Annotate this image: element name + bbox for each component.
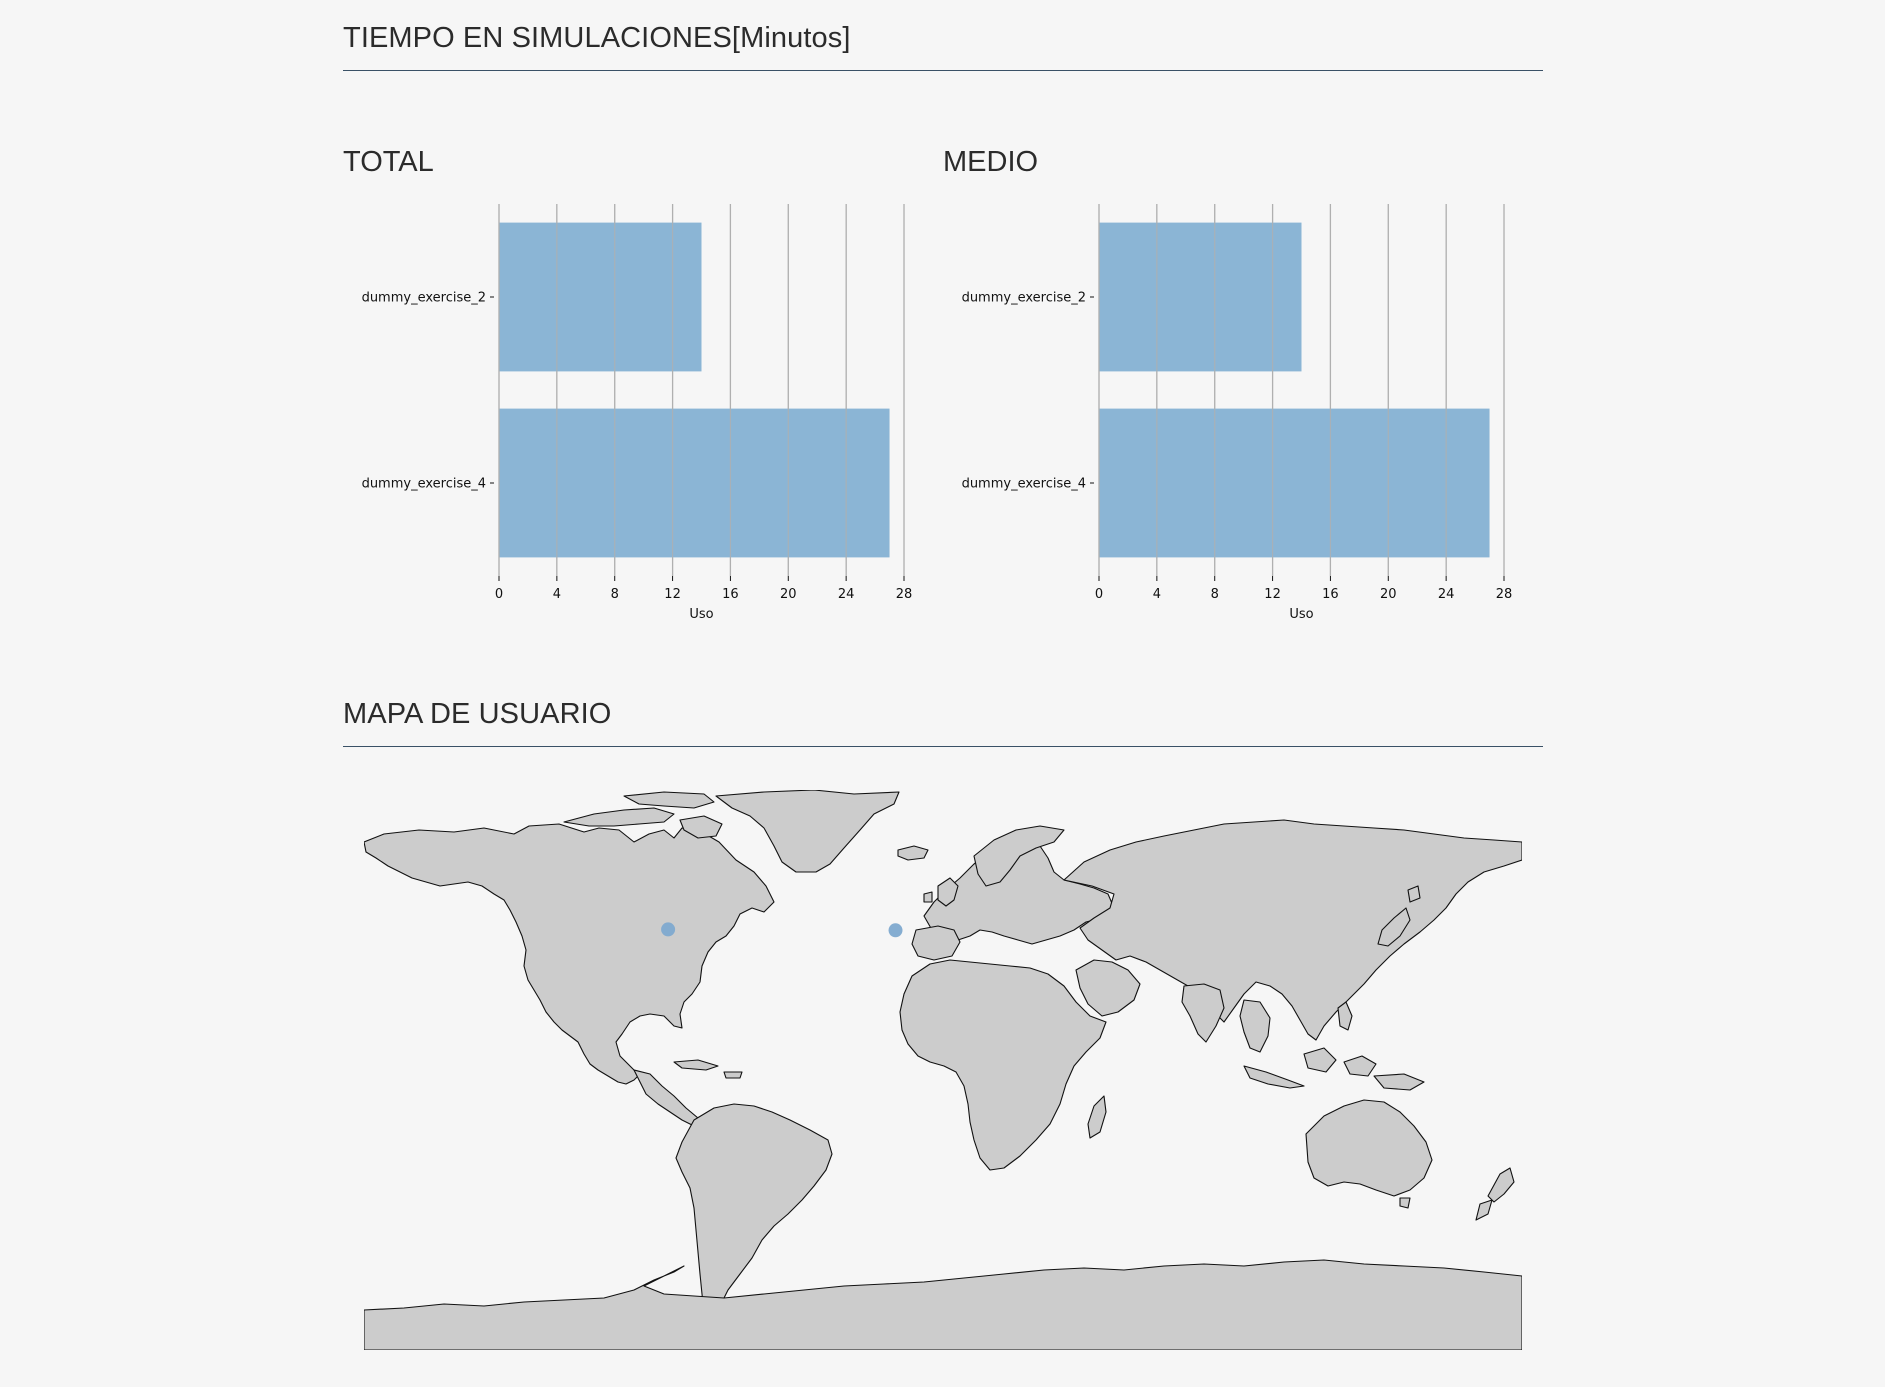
x-tick-label: 20 — [780, 587, 797, 602]
map-section-title: MAPA DE USUARIO — [343, 698, 612, 730]
caribbean-islands — [673, 1059, 743, 1079]
category-label: dummy_exercise_4 — [962, 477, 1086, 492]
category-label: dummy_exercise_2 — [362, 291, 486, 306]
x-tick-label: 16 — [722, 587, 739, 602]
x-tick-label: 8 — [1211, 587, 1219, 602]
bar-dummy_exercise_4 — [499, 408, 890, 558]
x-tick-label: 12 — [664, 587, 681, 602]
new-zealand-islands — [1475, 1167, 1515, 1221]
indonesia-islands — [1243, 1047, 1425, 1091]
x-tick-label: 4 — [553, 587, 561, 602]
x-tick-label: 0 — [1095, 587, 1103, 602]
x-axis-label: Uso — [1289, 607, 1313, 622]
north-america-landmass — [364, 823, 775, 1085]
africa-landmass — [899, 959, 1107, 1171]
x-tick-label: 24 — [838, 587, 855, 602]
x-tick-label: 28 — [1496, 587, 1513, 602]
bar-dummy_exercise_2 — [499, 222, 702, 372]
x-tick-label: 16 — [1322, 587, 1339, 602]
total-chart-title: TOTAL — [343, 146, 434, 178]
x-tick-label: 8 — [611, 587, 619, 602]
x-tick-label: 20 — [1380, 587, 1397, 602]
southeast-asia-landmass — [1239, 999, 1271, 1053]
british-isles — [923, 877, 959, 907]
bar-dummy_exercise_2 — [1099, 222, 1302, 372]
iceland-landmass — [897, 845, 929, 861]
madagascar-landmass — [1087, 1095, 1107, 1139]
user-location-point — [661, 922, 676, 937]
category-label: dummy_exercise_2 — [962, 291, 1086, 306]
x-tick-label: 4 — [1153, 587, 1161, 602]
x-axis-label: Uso — [689, 607, 713, 622]
central-america-landmass — [633, 1069, 699, 1127]
medio-chart-title: MEDIO — [943, 146, 1039, 178]
india-landmass — [1181, 983, 1225, 1043]
arctic-islands — [563, 791, 723, 839]
japan-landmass — [1377, 885, 1421, 947]
bar-dummy_exercise_4 — [1099, 408, 1490, 558]
australia-landmass — [1305, 1099, 1433, 1197]
iberia-landmass — [911, 925, 961, 961]
arabia-landmass — [1075, 959, 1141, 1017]
x-tick-label: 24 — [1438, 587, 1455, 602]
land-masses — [364, 790, 1522, 1350]
antarctica-landmass — [364, 1259, 1522, 1350]
category-label: dummy_exercise_4 — [362, 477, 486, 492]
time-section-divider — [343, 70, 1543, 71]
user-location-point — [888, 923, 903, 938]
asia-landmass — [1063, 819, 1522, 1041]
philippines-islands — [1337, 1001, 1353, 1031]
greenland-landmass — [715, 790, 900, 873]
time-section-title: TIEMPO EN SIMULACIONES[Minutos] — [343, 22, 851, 54]
map-section-divider — [343, 746, 1543, 747]
x-tick-label: 28 — [896, 587, 913, 602]
south-america-landmass — [675, 1103, 833, 1331]
x-tick-label: 0 — [495, 587, 503, 602]
total-bar-chart: dummy_exercise_2 dummy_exercise_4 0 4 8 12 16 2… — [362, 204, 913, 622]
x-tick-label: 12 — [1264, 587, 1281, 602]
user-location-points — [661, 922, 903, 938]
scandinavia-landmass — [973, 825, 1065, 887]
world-map — [364, 790, 1522, 1350]
tasmania-landmass — [1399, 1197, 1411, 1209]
medio-bar-chart: dummy_exercise_2 dummy_exercise_4 0 4 8 12 16 2… — [962, 204, 1513, 622]
